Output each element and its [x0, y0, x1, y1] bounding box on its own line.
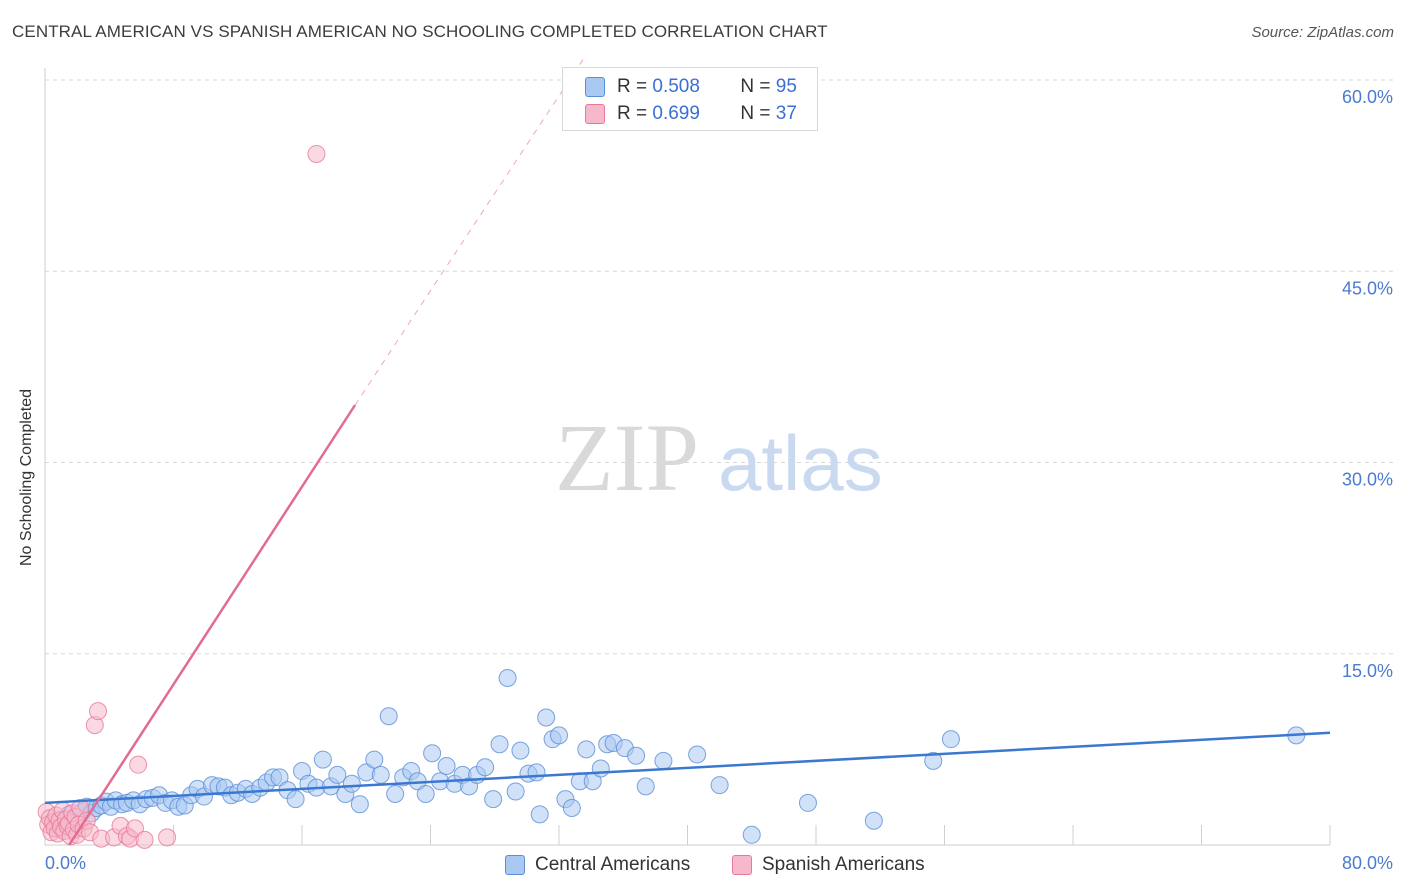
legend-label: Spanish Americans — [762, 854, 925, 875]
tick-labels: 15.0% 30.0% 45.0% 60.0% 0.0% 80.0% — [45, 87, 1393, 873]
legend-r-value: 0.699 — [652, 103, 700, 124]
central-american-point — [941, 730, 960, 749]
legend-n-value: 37 — [775, 103, 797, 124]
central-american-point — [798, 793, 817, 812]
central-american-point — [328, 765, 347, 784]
central-american-point — [371, 765, 390, 784]
legend-row-central: R = 0.508 N = 95 — [563, 73, 797, 101]
central-american-point — [490, 735, 509, 754]
central-american-point — [511, 741, 530, 760]
source-label: Source: ZipAtlas.com — [1251, 24, 1394, 41]
spanish-american-point — [89, 702, 108, 721]
legend-swatch-pink — [732, 855, 752, 875]
central-american-point — [636, 777, 655, 796]
central-american-point — [710, 776, 729, 795]
spanish-american-point — [307, 144, 326, 163]
central-american-point — [350, 795, 369, 814]
central-american-point — [742, 825, 761, 844]
central-american-point — [379, 707, 398, 726]
central-american-point — [437, 756, 456, 775]
central-american-point — [342, 774, 361, 793]
legend-r-value: 0.508 — [652, 76, 700, 97]
legend-n-label: N = — [740, 103, 771, 124]
series-legend: Central Americans Spanish Americans — [0, 852, 1406, 878]
central-american-point — [386, 785, 405, 803]
central-american-trendline — [44, 731, 1331, 805]
legend-swatch-blue — [505, 855, 525, 875]
legend-n-value: 95 — [775, 76, 797, 97]
central-american-point — [286, 790, 305, 809]
central-american-point — [688, 745, 707, 764]
y-tick-label: 60.0% — [1342, 87, 1393, 107]
legend-r-label: R = — [617, 76, 648, 97]
spanish-american-trendline-extension — [354, 54, 587, 406]
legend-item-spanish-americans[interactable]: Spanish Americans — [732, 854, 925, 876]
spanish-american-trendline — [68, 404, 357, 846]
central-american-point — [627, 746, 646, 765]
central-american-point — [591, 759, 610, 778]
x-tick-label: 0.0% — [45, 853, 86, 873]
central-american-point — [498, 668, 517, 687]
central-american-point — [313, 750, 332, 769]
central-american-point — [476, 758, 495, 777]
watermark-atlas: atlas — [718, 419, 883, 507]
y-tick-label: 45.0% — [1342, 278, 1393, 298]
legend-r-label: R = — [617, 103, 648, 124]
spanish-american-point — [158, 828, 177, 847]
correlation-legend: R = 0.508 N = 95 R = 0.699 N = 37 — [562, 67, 818, 131]
central-american-point — [527, 763, 546, 782]
y-tick-label: 30.0% — [1342, 470, 1393, 490]
y-tick-label: 15.0% — [1342, 661, 1393, 681]
spanish-american-point — [135, 830, 154, 849]
x-tick-label: 80.0% — [1342, 853, 1393, 873]
chart-title: CENTRAL AMERICAN VS SPANISH AMERICAN NO … — [12, 22, 828, 41]
central-american-point — [864, 811, 883, 830]
central-american-point — [416, 785, 435, 803]
axis-layer — [44, 68, 1331, 846]
legend-swatch-pink — [585, 104, 605, 124]
central-american-point — [423, 744, 442, 763]
central-american-point — [506, 782, 525, 801]
central-american-point — [550, 726, 568, 745]
central-american-point — [654, 751, 673, 770]
central-american-point — [537, 708, 556, 727]
watermark-zip: ZIP — [555, 404, 699, 511]
central-american-point — [484, 790, 503, 809]
legend-item-central-americans[interactable]: Central Americans — [505, 854, 690, 876]
central-american-point — [577, 740, 596, 759]
central-american-point — [530, 805, 549, 824]
legend-label: Central Americans — [535, 854, 691, 875]
trend-layer — [44, 54, 1331, 846]
watermark: ZIP atlas — [555, 404, 883, 511]
central-american-point — [270, 768, 289, 787]
legend-row-spanish: R = 0.699 N = 37 — [563, 100, 797, 128]
central-american-point — [365, 750, 384, 769]
spanish-american-point — [125, 819, 144, 838]
spanish-american-point — [129, 755, 148, 774]
central-american-point — [562, 799, 581, 818]
legend-n-label: N = — [740, 76, 771, 97]
points-layer — [37, 144, 1306, 849]
grid-layer — [45, 79, 1395, 655]
legend-swatch-blue — [585, 77, 605, 97]
central-american-point — [924, 751, 943, 770]
